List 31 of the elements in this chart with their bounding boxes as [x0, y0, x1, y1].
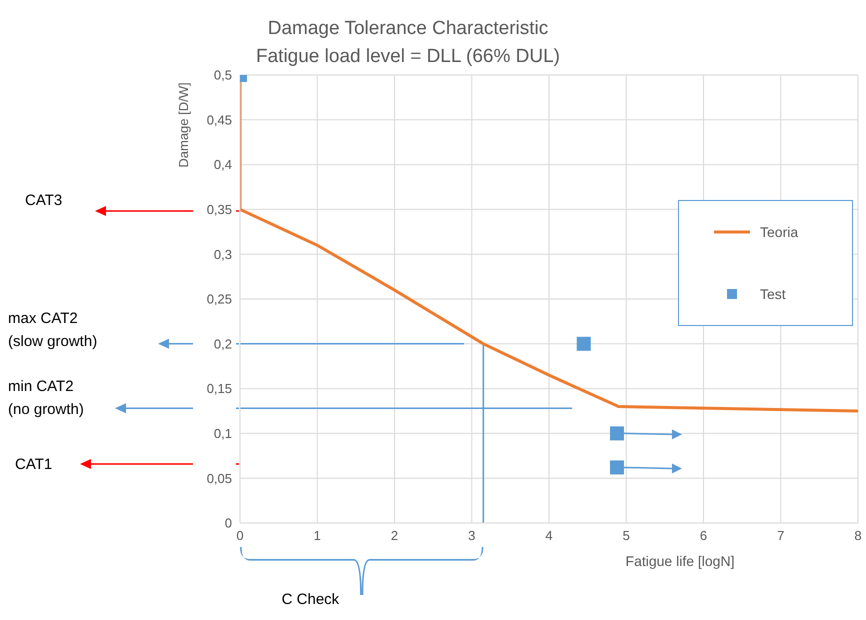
text: min CAT2 (no growth) — [8, 378, 84, 418]
x-tick-label: 0 — [236, 528, 244, 544]
x-tick-label: 5 — [622, 528, 630, 544]
x-tick-label: 4 — [545, 528, 553, 544]
x-tick-label: 2 — [390, 528, 398, 544]
y-tick-label: 0,4 — [214, 157, 232, 172]
text: max CAT2 (slow growth) — [8, 310, 98, 350]
chart-subtitle: Fatigue load level = DLL (66% DUL) — [256, 46, 560, 67]
y-tick-label: 0,3 — [214, 246, 232, 262]
text: C Check — [282, 591, 340, 608]
y-tick-label: 0,15 — [206, 381, 232, 396]
y-tick-label: 0,5 — [214, 68, 232, 83]
text: CAT1 — [15, 456, 52, 473]
y-tick-label: 0,35 — [206, 202, 232, 218]
chart-title: Damage Tolerance Characteristic — [268, 18, 548, 39]
y-tick-label: 0,2 — [214, 336, 232, 352]
text: CAT3 — [25, 192, 62, 209]
legend-label: Teoria — [760, 224, 798, 240]
y-tick-label: 0,05 — [206, 470, 232, 486]
legend-label: Test — [760, 286, 786, 302]
x-tick-label: 7 — [777, 528, 784, 544]
x-tick-label: 8 — [854, 528, 862, 544]
x-axis-title: Fatigue life [logN] — [626, 553, 734, 569]
y-tick-label: 0,1 — [214, 426, 232, 442]
y-axis-title: Damage [D/W] — [176, 82, 191, 168]
y-tick-label: 0,25 — [206, 292, 232, 307]
y-tick-label: 0 — [224, 516, 232, 531]
x-tick-label: 3 — [468, 528, 476, 544]
y-tick-label: 0,45 — [206, 112, 232, 128]
x-tick-label: 1 — [314, 528, 321, 544]
x-tick-label: 6 — [700, 528, 708, 544]
